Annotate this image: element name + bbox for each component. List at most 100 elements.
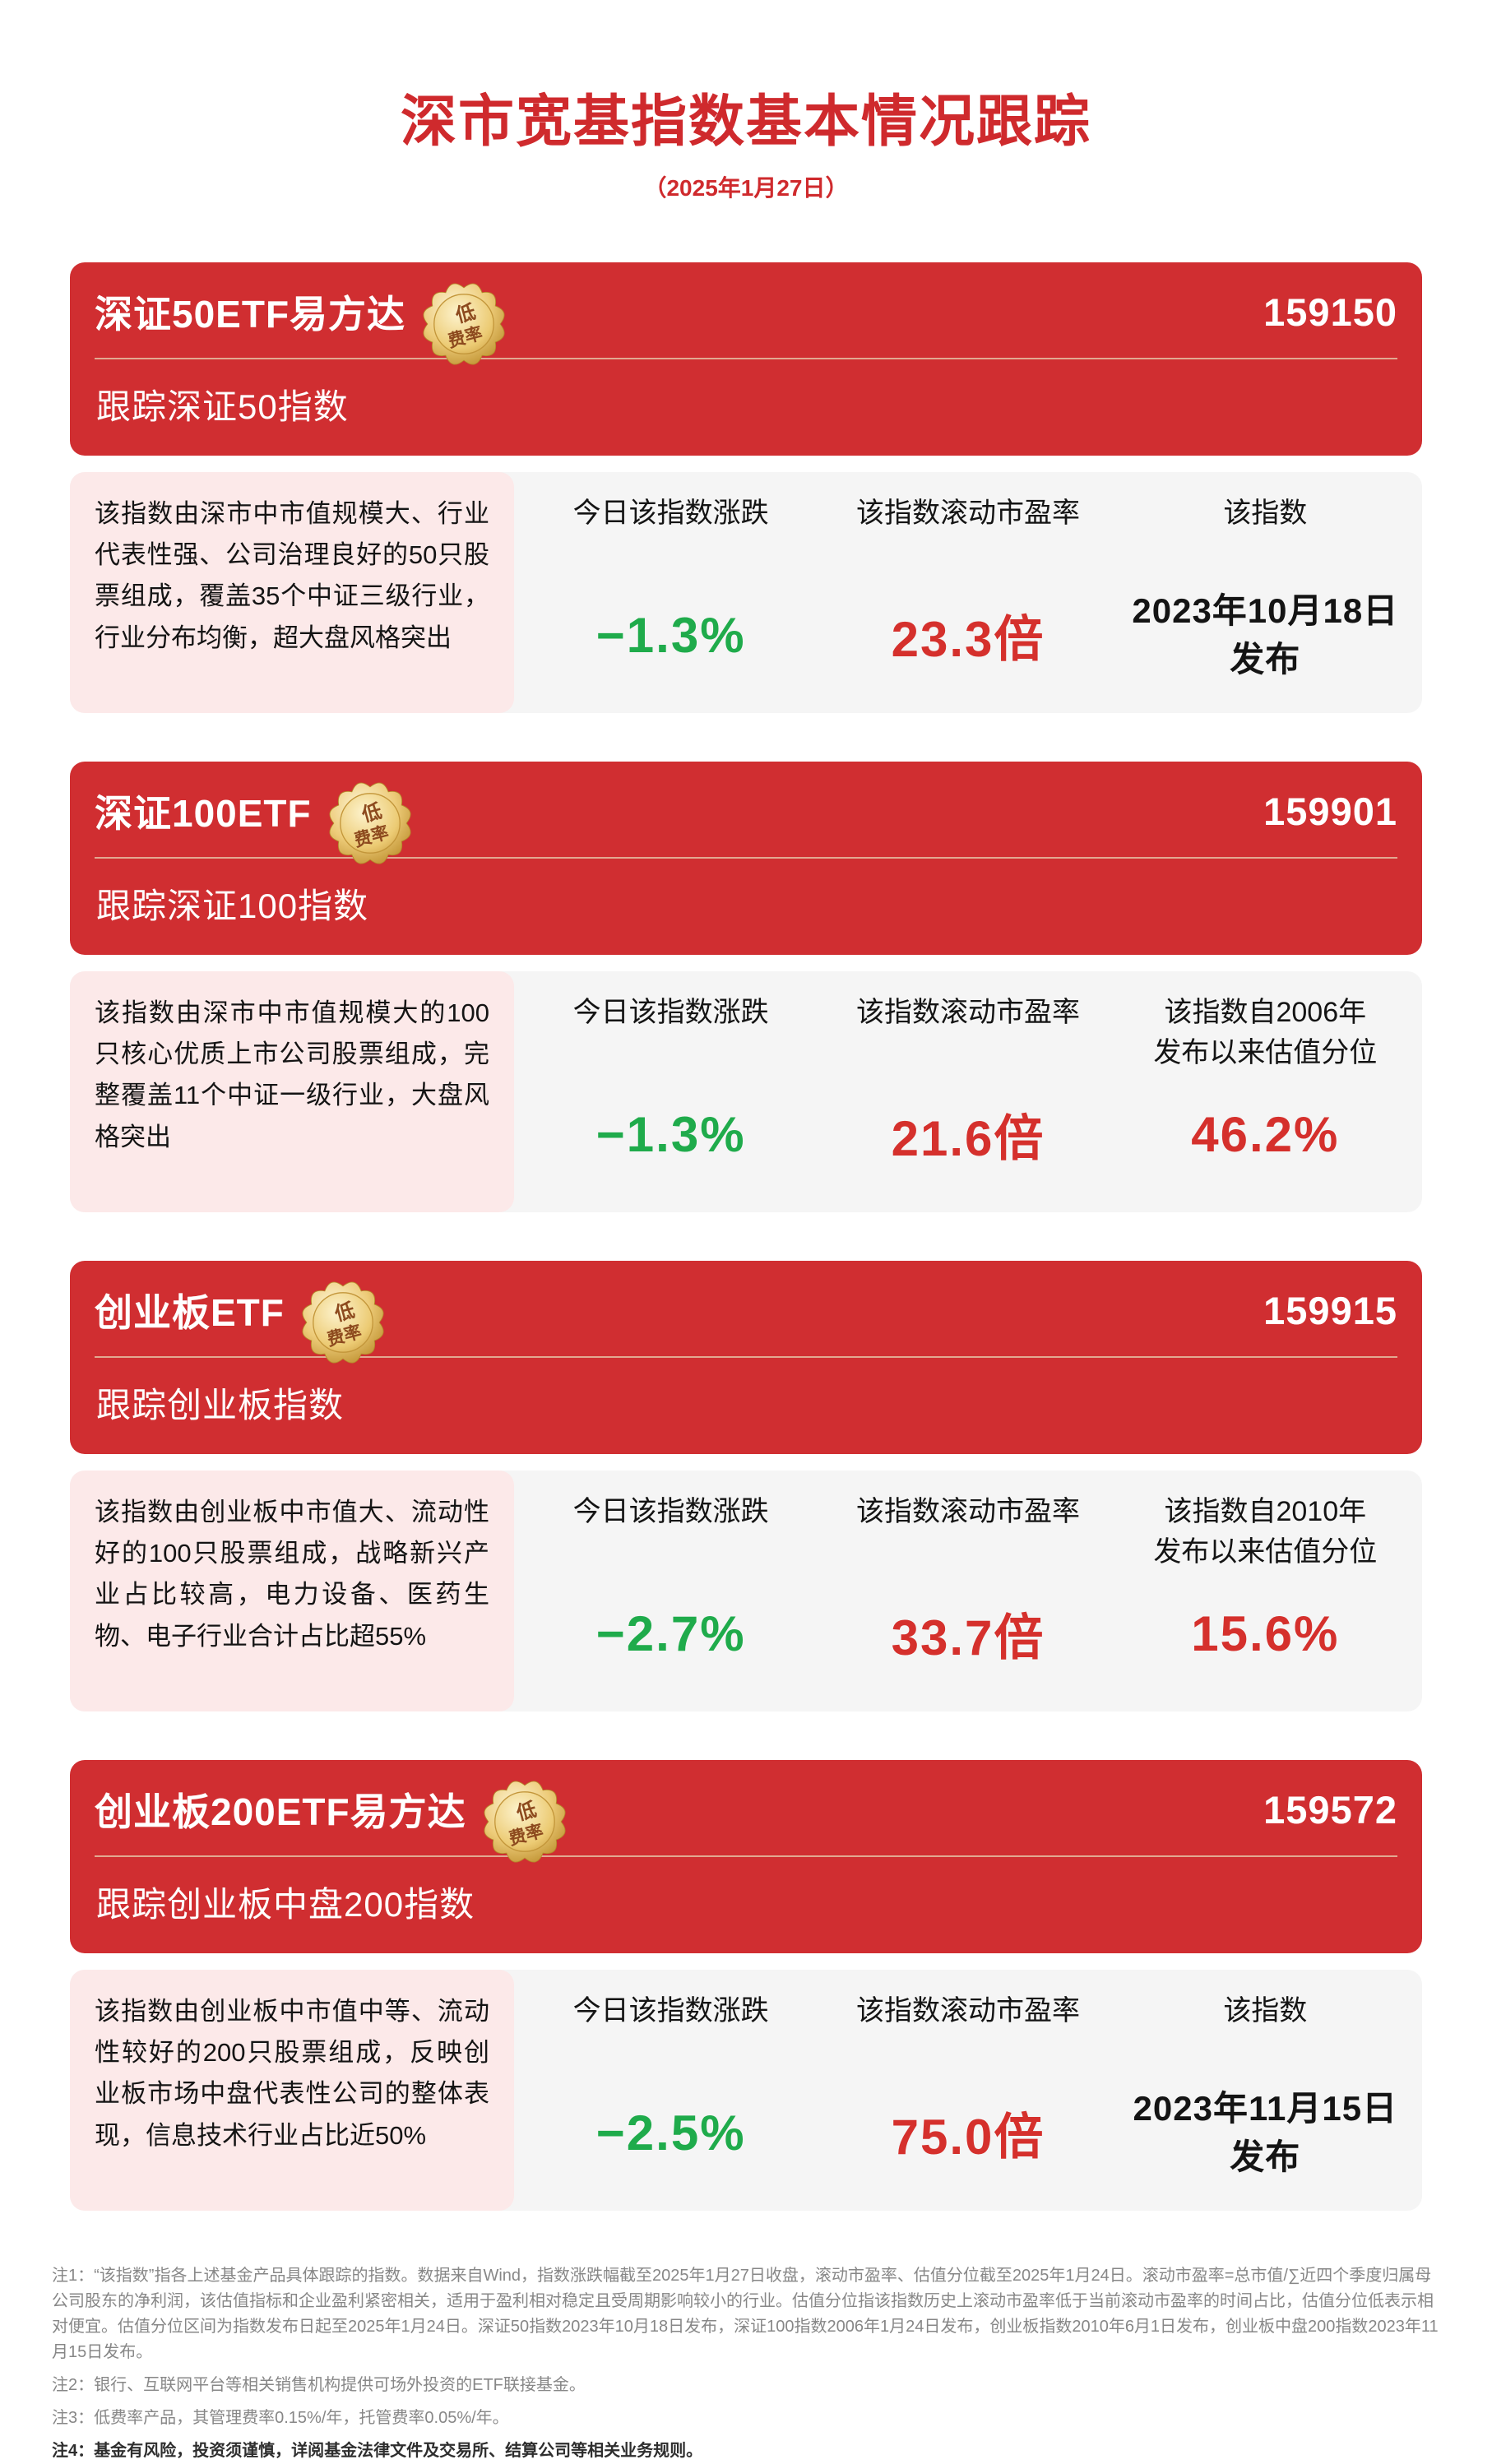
stat-value: 23.3倍 xyxy=(891,612,1045,667)
stat-value: 2023年11月15日 发布 xyxy=(1133,2088,1398,2176)
stat-value-wrap: −1.3% xyxy=(596,1078,746,1212)
index-description: 该指数由创业板中市值大、流动性好的100只股票组成，战略新兴产业占比较高，电力设… xyxy=(70,1471,514,1711)
stat-column: 该指数滚动市盈率 21.6倍 xyxy=(819,971,1116,1212)
etf-card-banner: 创业板200ETF易方达 低 费率 159572 跟踪创业板中盘200指数 xyxy=(70,1760,1422,1953)
stat-value: −1.3% xyxy=(595,608,746,663)
etf-card-banner: 创业板ETF 低 费率 159915 跟踪创业板指数 xyxy=(70,1261,1422,1454)
page-title: 深市宽基指数基本情况跟踪 xyxy=(400,90,1091,153)
banner-title-row: 创业板ETF 低 费率 159915 xyxy=(95,1266,1397,1364)
stat-value-wrap: −2.7% xyxy=(596,1577,746,1711)
etf-card-body: 该指数由深市中市值规模大的100只核心优质上市公司股票组成，完整覆盖11个中证一… xyxy=(70,971,1422,1212)
etf-code: 159915 xyxy=(1263,1288,1397,1332)
etf-code: 159150 xyxy=(1263,289,1397,334)
stat-value-wrap: 33.7倍 xyxy=(892,1577,1045,1711)
stat-column: 该指数滚动市盈率 33.7倍 xyxy=(819,1471,1116,1711)
etf-name: 深证100ETF xyxy=(95,792,312,835)
stat-value: −2.5% xyxy=(595,2105,746,2161)
stats-row: 今日该指数涨跌 −1.3% 该指数滚动市盈率 23.3倍 该指数 2023年10… xyxy=(514,472,1422,713)
stat-column: 该指数自2010年 发布以来估值分位 15.6% xyxy=(1117,1471,1414,1711)
stat-label: 该指数滚动市盈率 xyxy=(855,1496,1080,1527)
stat-value-wrap: 15.6% xyxy=(1191,1577,1339,1711)
stat-column: 今日该指数涨跌 −2.7% xyxy=(522,1471,819,1711)
stat-column: 该指数 2023年10月18日 发布 xyxy=(1117,472,1414,713)
etf-card: 创业板200ETF易方达 低 费率 159572 跟踪创业板中盘200指数 该指… xyxy=(70,1760,1422,2211)
stat-label: 今日该指数涨跌 xyxy=(572,997,769,1028)
stat-column: 今日该指数涨跌 −1.3% xyxy=(522,472,819,713)
stat-column: 该指数滚动市盈率 23.3倍 xyxy=(819,472,1116,713)
note-line-1: 注1：“该指数”指各上述基金产品具体跟踪的指数。数据来自Wind，指数涨跌幅截至… xyxy=(52,2267,1439,2361)
stat-column: 该指数 2023年11月15日 发布 xyxy=(1117,1970,1414,2211)
stats-row: 今日该指数涨跌 −1.3% 该指数滚动市盈率 21.6倍 该指数自2006年 发… xyxy=(514,971,1422,1212)
stat-column: 该指数自2006年 发布以来估值分位 46.2% xyxy=(1117,971,1414,1212)
banner-divider xyxy=(95,857,1397,859)
banner-divider xyxy=(95,358,1397,359)
index-description: 该指数由深市中市值规模大、行业代表性强、公司治理良好的50只股票组成，覆盖35个… xyxy=(70,472,514,713)
tracking-index-label: 跟踪创业板中盘200指数 xyxy=(96,1885,475,1924)
stat-value-wrap: 75.0倍 xyxy=(892,2077,1045,2211)
banner-title-row: 创业板200ETF易方达 低 费率 159572 xyxy=(95,1765,1397,1863)
banner-title-row: 深证50ETF易方达 低 费率 159150 xyxy=(95,267,1397,365)
stat-value-wrap: −2.5% xyxy=(596,2077,746,2211)
low-fee-badge-icon: 低 费率 xyxy=(329,782,411,864)
stat-label: 今日该指数涨跌 xyxy=(572,1995,769,2026)
etf-card-banner: 深证100ETF 低 费率 159901 跟踪深证100指数 xyxy=(70,762,1422,955)
etf-card-banner: 深证50ETF易方达 低 费率 159150 跟踪深证50指数 xyxy=(70,262,1422,456)
etf-card: 深证50ETF易方达 低 费率 159150 跟踪深证50指数 该指数由深市中市… xyxy=(70,262,1422,713)
etf-name: 深证50ETF易方达 xyxy=(95,293,406,336)
tracking-index-label: 跟踪深证100指数 xyxy=(96,887,369,925)
etf-code: 159572 xyxy=(1263,1787,1397,1832)
stat-column: 今日该指数涨跌 −1.3% xyxy=(522,971,819,1212)
stat-value-wrap: 21.6倍 xyxy=(892,1078,1045,1212)
note-line-2: 注2：银行、互联网平台等相关销售机构提供可场外投资的ETF联接基金。 xyxy=(52,2376,586,2394)
tracking-index-label: 跟踪创业板指数 xyxy=(96,1386,345,1424)
stat-value: −1.3% xyxy=(595,1107,746,1162)
stat-label: 今日该指数涨跌 xyxy=(572,1496,769,1527)
stat-label: 该指数滚动市盈率 xyxy=(855,997,1080,1028)
stat-value-wrap: 23.3倍 xyxy=(892,579,1045,713)
stat-label: 今日该指数涨跌 xyxy=(572,498,769,529)
etf-card: 创业板ETF 低 费率 159915 跟踪创业板指数 该指数由创业板中市值大、流… xyxy=(70,1261,1422,1711)
etf-code: 159901 xyxy=(1263,789,1397,833)
stat-value: −2.7% xyxy=(595,1606,746,1661)
etf-name: 创业板ETF xyxy=(95,1291,285,1334)
low-fee-badge-icon: 低 费率 xyxy=(302,1281,384,1364)
stat-value: 46.2% xyxy=(1191,1107,1340,1162)
stat-value-wrap: −1.3% xyxy=(596,579,746,713)
etf-card-body: 该指数由创业板中市值大、流动性好的100只股票组成，战略新兴产业占比较高，电力设… xyxy=(70,1471,1422,1711)
tracking-index-label: 跟踪深证50指数 xyxy=(96,387,349,426)
etf-card-body: 该指数由深市中市值规模大、行业代表性强、公司治理良好的50只股票组成，覆盖35个… xyxy=(70,472,1422,713)
banner-divider xyxy=(95,1855,1397,1857)
low-fee-badge-icon: 低 费率 xyxy=(423,283,505,365)
stats-row: 今日该指数涨跌 −2.7% 该指数滚动市盈率 33.7倍 该指数自2010年 发… xyxy=(514,1471,1422,1711)
index-description: 该指数由创业板中市值中等、流动性较好的200只股票组成，反映创业板市场中盘代表性… xyxy=(70,1970,514,2211)
stat-column: 今日该指数涨跌 −2.5% xyxy=(522,1970,819,2211)
stat-label: 该指数 xyxy=(1223,498,1308,529)
stat-value: 15.6% xyxy=(1191,1606,1340,1661)
stats-row: 今日该指数涨跌 −2.5% 该指数滚动市盈率 75.0倍 该指数 2023年11… xyxy=(514,1970,1422,2211)
page-date: （2025年1月27日） xyxy=(643,175,849,201)
stat-value: 2023年10月18日 发布 xyxy=(1132,591,1399,679)
etf-card-body: 该指数由创业板中市值中等、流动性较好的200只股票组成，反映创业板市场中盘代表性… xyxy=(70,1970,1422,2211)
banner-title-row: 深证100ETF 低 费率 159901 xyxy=(95,767,1397,864)
stat-label: 该指数 xyxy=(1223,1995,1308,2026)
stat-label: 该指数自2010年 发布以来估值分位 xyxy=(1153,1496,1378,1568)
stat-label: 该指数滚动市盈率 xyxy=(855,1995,1080,2026)
banner-divider xyxy=(95,1356,1397,1358)
note-line-3: 注3：低费率产品，其管理费率0.15%/年，托管费率0.05%/年。 xyxy=(52,2409,509,2427)
stat-value-wrap: 2023年11月15日 发布 xyxy=(1133,2077,1398,2211)
stat-label: 该指数滚动市盈率 xyxy=(855,498,1080,529)
stat-value: 33.7倍 xyxy=(891,1610,1045,1665)
stat-value: 75.0倍 xyxy=(891,2110,1045,2165)
note-line-4: 注4：基金有风险，投资须谨慎，详阅基金法律文件及交易所、结算公司等相关业务规则。 xyxy=(52,2442,703,2460)
stat-label: 该指数自2006年 发布以来估值分位 xyxy=(1153,997,1378,1069)
low-fee-badge-icon: 低 费率 xyxy=(484,1781,566,1863)
stat-value: 21.6倍 xyxy=(891,1111,1045,1166)
cards-container: 深证50ETF易方达 低 费率 159150 跟踪深证50指数 该指数由深市中市… xyxy=(70,262,1422,2211)
etf-name: 创业板200ETF易方达 xyxy=(95,1790,466,1833)
index-description: 该指数由深市中市值规模大的100只核心优质上市公司股票组成，完整覆盖11个中证一… xyxy=(70,971,514,1212)
page-header: 深市宽基指数基本情况跟踪 （2025年1月27日） xyxy=(0,76,1492,203)
infographic-page: 深市宽基指数基本情况跟踪 （2025年1月27日） 深证50ETF易方达 低 费… xyxy=(0,76,1492,2460)
stat-value-wrap: 46.2% xyxy=(1191,1078,1339,1212)
notes-section: 注1：“该指数”指各上述基金产品具体跟踪的指数。数据来自Wind，指数涨跌幅截至… xyxy=(52,2263,1440,2464)
etf-card: 深证100ETF 低 费率 159901 跟踪深证100指数 该指数由深市中市值… xyxy=(70,762,1422,1212)
